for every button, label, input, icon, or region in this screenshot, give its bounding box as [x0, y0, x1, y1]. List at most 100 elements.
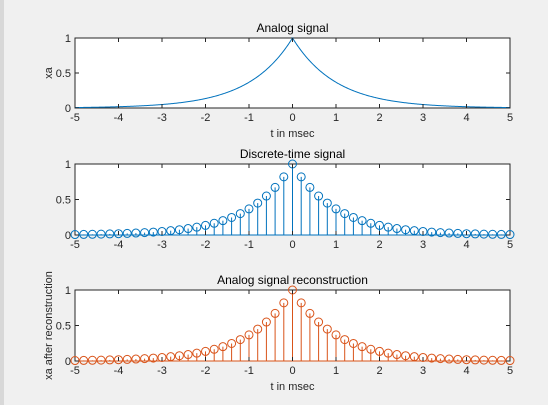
stem-marker: [209, 344, 219, 354]
stem-marker: [174, 351, 184, 361]
x-tick-label: -1: [244, 112, 254, 124]
stem-marker: [140, 228, 150, 238]
y-tick-label: 0: [65, 103, 71, 115]
x-tick-label: 3: [420, 112, 426, 124]
stem-marker: [201, 220, 210, 230]
stem-marker: [235, 335, 245, 345]
stem-marker: [444, 228, 454, 238]
stem-marker: [148, 227, 158, 237]
stem-marker: [166, 226, 176, 236]
x-tick-label: 0: [289, 112, 295, 124]
stem-marker: [496, 229, 506, 239]
stem-marker: [131, 354, 141, 364]
stem-marker: [331, 330, 341, 340]
stem-marker: [375, 220, 384, 230]
x-tick-label: 3: [420, 239, 426, 251]
stem-marker: [253, 198, 263, 208]
stem-marker: [201, 346, 210, 356]
stem-marker: [183, 350, 193, 360]
subplot-analog-signal: -5 -4 -3 -2 -1 0 1 2 3 4 5 0 0.5 1 Analog signal t in…: [43, 21, 513, 140]
stem-marker: [114, 355, 123, 365]
x-tick-label: 5: [507, 365, 513, 377]
stem-marker: [314, 191, 324, 201]
stem-marker: [392, 224, 402, 234]
stem-marker: [87, 355, 97, 365]
stem-marker: [235, 209, 245, 219]
stem-marker: [401, 225, 411, 235]
stem-marker: [192, 222, 202, 232]
stem-marker: [409, 352, 419, 362]
x-axis-label: t in msec: [270, 381, 315, 393]
x-tick-label: -1: [244, 365, 254, 377]
y-tick-label: 0.5: [56, 68, 71, 80]
stem-marker: [122, 354, 132, 364]
stem-marker: [496, 355, 506, 365]
stem-marker: [479, 229, 489, 239]
x-tick-label: 3: [420, 365, 426, 377]
y-tick-label: 1: [65, 159, 71, 171]
stem-marker: [122, 228, 132, 238]
stem-marker: [183, 224, 193, 234]
x-tick-label: -5: [70, 112, 80, 124]
stem-marker: [418, 226, 428, 236]
y-tick-label: 0.5: [56, 195, 71, 207]
stem-marker: [453, 354, 463, 364]
stem-marker: [105, 229, 115, 239]
stem-marker: [253, 324, 263, 334]
stem-marker: [366, 344, 376, 354]
stem-marker: [166, 352, 176, 362]
stem-marker: [348, 212, 358, 222]
axis-ticks: -5 -4 -3 -2 -1 0 1 2 3 4 5 0 0.5 1: [56, 159, 513, 251]
stem-marker: [140, 354, 150, 364]
x-tick-label: -3: [157, 239, 167, 251]
stem-marker: [470, 229, 480, 239]
stem-marker: [218, 216, 228, 226]
stem-marker: [357, 342, 367, 352]
stem-marker: [279, 172, 289, 182]
stem-marker: [131, 228, 141, 238]
stem-marker: [348, 338, 358, 348]
chart-title: Discrete-time signal: [240, 147, 345, 161]
stem-marker: [218, 342, 228, 352]
stem-marker: [105, 355, 115, 365]
stem-marker: [314, 317, 324, 327]
stem-marker: [244, 330, 254, 340]
x-tick-label: -4: [114, 239, 124, 251]
x-tick-label: -4: [114, 365, 124, 377]
stem-marker: [279, 298, 289, 308]
stem-marker: [227, 212, 237, 222]
stem-marker: [462, 229, 471, 239]
stem-marker: [444, 354, 454, 364]
x-tick-label: 1: [333, 112, 339, 124]
stem-marker: [453, 228, 463, 238]
axis-ticks: -5 -4 -3 -2 -1 0 1 2 3 4 5 0 0.5 1: [56, 285, 513, 377]
stem-marker: [340, 335, 350, 345]
stem-marker: [427, 227, 437, 237]
axis-ticks: -5 -4 -3 -2 -1 0 1 2 3 4 5 0 0.5 1: [56, 33, 513, 124]
x-tick-label: 2: [376, 365, 382, 377]
chart-title: Analog signal reconstruction: [217, 273, 368, 287]
y-axis-label: xa: [43, 66, 55, 79]
stem-marker: [261, 191, 271, 201]
stem-marker: [296, 172, 306, 182]
stem-marker: [462, 355, 471, 365]
stem-marker: [392, 350, 402, 360]
x-tick-label: 4: [463, 112, 469, 124]
x-tick-label: -2: [201, 112, 211, 124]
stem-marker: [322, 324, 332, 334]
subplot-reconstruction: -5 -4 -3 -2 -1 0 1 2 3 4 5 0 0.5 1 Analog signal reco…: [43, 271, 515, 393]
stem-marker: [401, 351, 411, 361]
x-tick-label: 1: [333, 239, 339, 251]
stem-marker: [435, 228, 445, 238]
chart-title: Analog signal: [256, 21, 328, 35]
y-axis-label: xa after reconstruction: [43, 271, 55, 380]
stem-marker: [79, 229, 89, 239]
x-tick-label: -3: [157, 112, 167, 124]
stem-marker: [331, 204, 341, 214]
stem-marker: [305, 308, 315, 318]
stem-marker: [87, 229, 97, 239]
stem-marker: [270, 308, 280, 318]
x-tick-label: 5: [507, 112, 513, 124]
x-tick-label: -1: [244, 239, 254, 251]
